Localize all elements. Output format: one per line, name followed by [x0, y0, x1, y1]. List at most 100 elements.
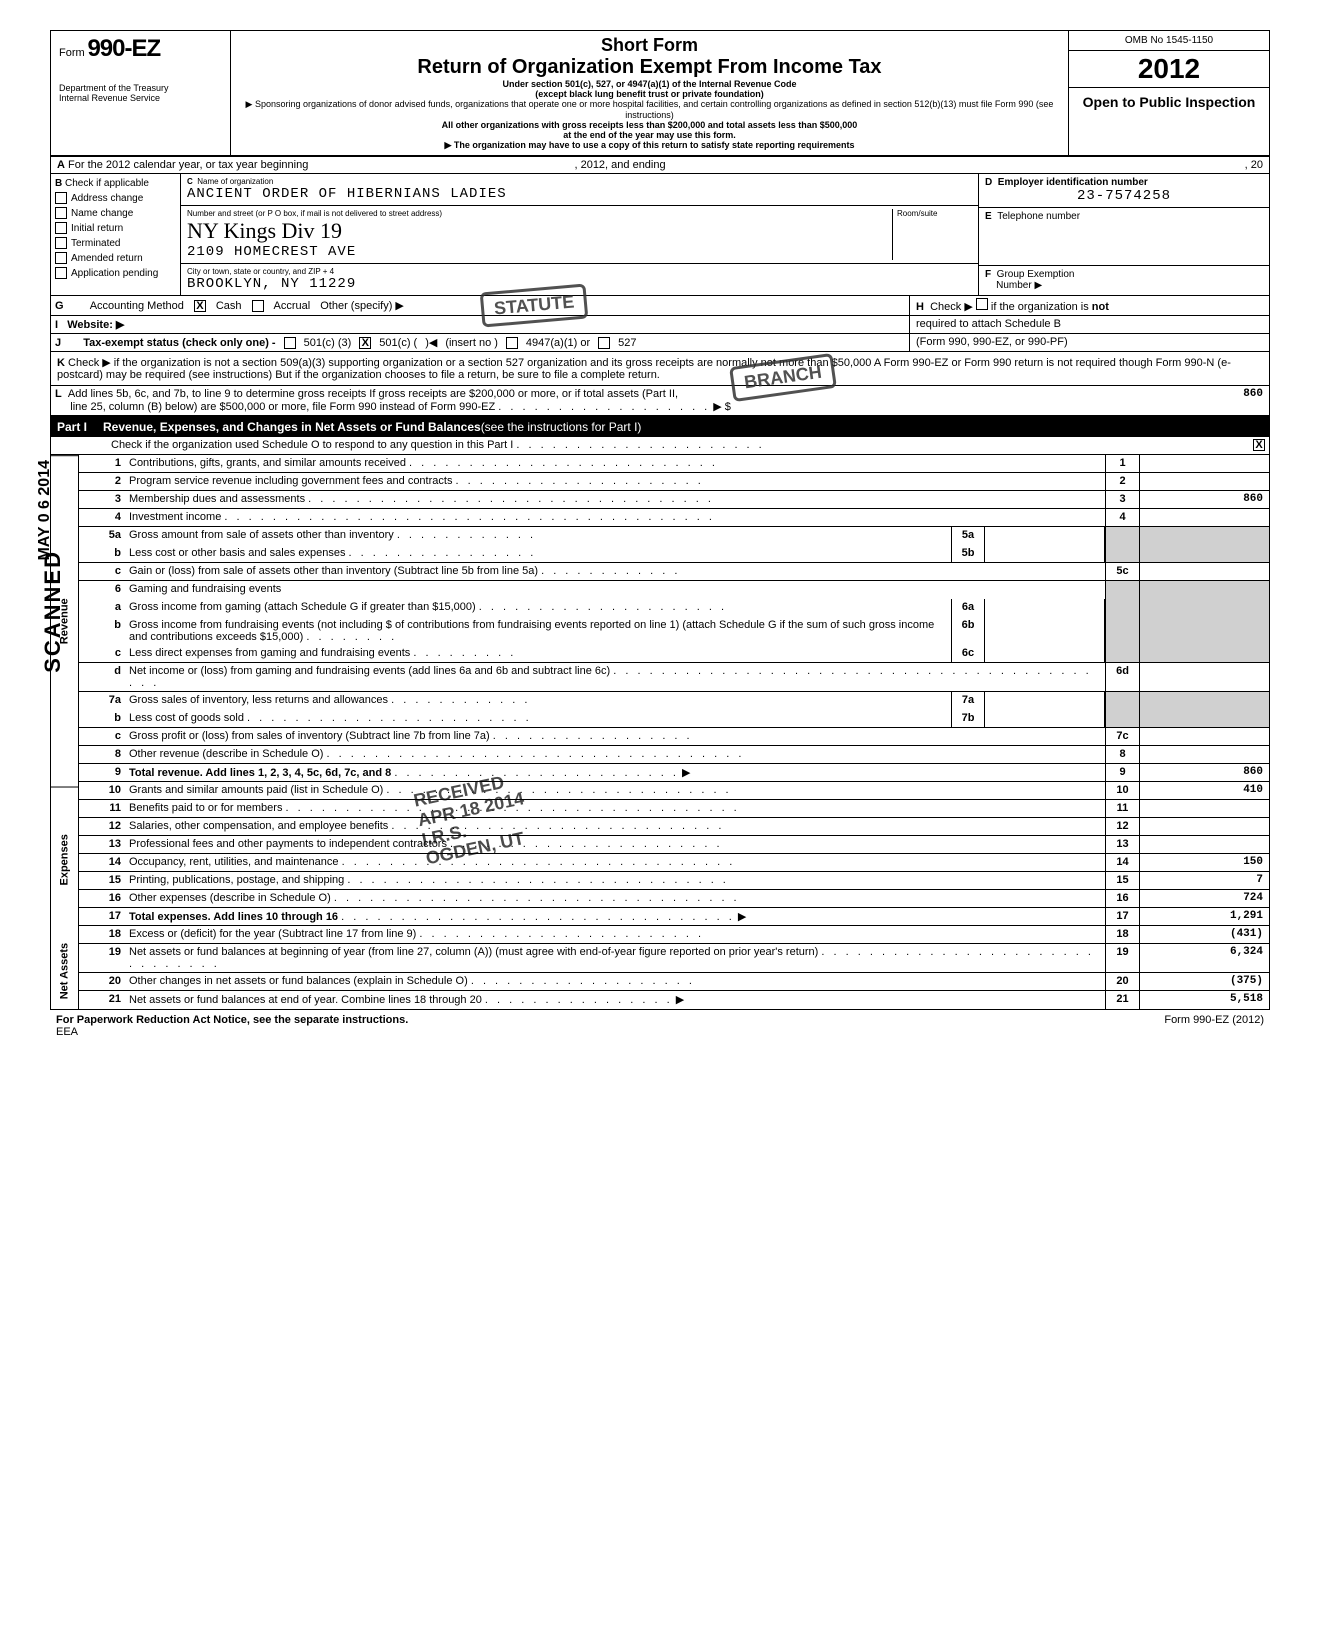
part-1-title: Revenue, Expenses, and Changes in Net As… [103, 420, 481, 434]
dept-treasury: Department of the Treasury [59, 63, 222, 93]
checkbox-accrual[interactable] [252, 300, 264, 312]
line-18-text: Excess or (deficit) for the year (Subtra… [129, 928, 416, 940]
line-5c-text: Gain or (loss) from sale of assets other… [129, 565, 538, 577]
title-return: Return of Organization Exempt From Incom… [239, 56, 1060, 79]
line-8-text: Other revenue (describe in Schedule O) [129, 748, 323, 760]
checkbox-4947[interactable] [506, 337, 518, 349]
line-14-val: 150 [1139, 854, 1269, 871]
line-6d-val [1139, 663, 1269, 691]
line-5c-val [1139, 563, 1269, 580]
row-l-text2: line 25, column (B) below) are $500,000 … [70, 401, 495, 413]
line-12-val [1139, 818, 1269, 835]
line-7c-text: Gross profit or (loss) from sales of inv… [129, 730, 490, 742]
line-7c-val [1139, 728, 1269, 745]
subtitle-6: The organization may have to use a copy … [454, 140, 855, 150]
line-10-text: Grants and similar amounts paid (list in… [129, 784, 383, 796]
line-2-val [1139, 473, 1269, 490]
checkbox-501c3[interactable] [284, 337, 296, 349]
row-a-text-c: , 20 [1245, 159, 1263, 171]
checkbox-501c[interactable] [359, 337, 371, 349]
line-15-text: Printing, publications, postage, and shi… [129, 874, 344, 886]
line-11-val [1139, 800, 1269, 817]
line-3-val: 860 [1139, 491, 1269, 508]
h-text-3: (Form 990, 990-EZ, or 990-PF) [909, 334, 1269, 351]
checkbox-name-change[interactable] [55, 207, 67, 219]
row-a-text-b: , 2012, and ending [574, 159, 665, 171]
ein: 23-7574258 [985, 188, 1263, 204]
row-gh: G Accounting Method Cash Accrual Other (… [51, 296, 1269, 316]
line-6-text: Gaming and fundraising events [125, 581, 1105, 599]
checkbox-initial-return[interactable] [55, 222, 67, 234]
checkbox-terminated[interactable] [55, 237, 67, 249]
checkbox-pending[interactable] [55, 267, 67, 279]
group-exempt-label: Group Exemption [997, 269, 1075, 280]
omb-number: OMB No 1545-1150 [1069, 31, 1269, 51]
line-20-val: (375) [1139, 973, 1269, 990]
part-1-sub: (see the instructions for Part I) [481, 420, 642, 434]
part-1-label: Part I [57, 420, 87, 434]
checkbox-h[interactable] [976, 298, 988, 310]
subtitle-3: Sponsoring organizations of donor advise… [255, 99, 1053, 120]
checkbox-527[interactable] [598, 337, 610, 349]
label-4947: 4947(a)(1) or [526, 337, 590, 349]
line-15-val: 7 [1139, 872, 1269, 889]
line-14-text: Occupancy, rent, utilities, and maintena… [129, 856, 339, 868]
street-address: 2109 HOMECREST AVE [187, 244, 892, 260]
line-17-val: 1,291 [1139, 908, 1269, 925]
label-address-change: Address change [71, 193, 143, 204]
check-applicable-label: Check if applicable [65, 178, 149, 189]
label-pending: Application pending [71, 268, 158, 279]
label-terminated: Terminated [71, 238, 120, 249]
footer: For Paperwork Reduction Act Notice, see … [50, 1010, 1270, 1042]
row-k: K Check ▶ if the organization is not a s… [51, 352, 1269, 386]
h-text-2: required to attach Schedule B [909, 316, 1269, 333]
h-text: if the organization is not [991, 301, 1109, 313]
label-amended: Amended return [71, 253, 143, 264]
row-l-text1: Add lines 5b, 6c, and 7b, to line 9 to d… [68, 388, 678, 400]
row-i: I Website: ▶ required to attach Schedule… [51, 316, 1269, 334]
room-label: Room/suite [897, 209, 972, 218]
label-initial-return: Initial return [71, 223, 123, 234]
subtitle-1: Under section 501(c), 527, or 4947(a)(1)… [239, 79, 1060, 89]
org-name-label: Name of organization [197, 177, 273, 186]
line-1-text: Contributions, gifts, grants, and simila… [129, 457, 406, 469]
line-4-text: Investment income [129, 511, 221, 523]
city-label: City or town, state or country, and ZIP … [187, 267, 972, 276]
line-9-text: Total revenue. Add lines 1, 2, 3, 4, 5c,… [129, 767, 391, 779]
line-9-val: 860 [1139, 764, 1269, 781]
line-6d-text: Net income or (loss) from gaming and fun… [129, 665, 610, 677]
part-1-check: Check if the organization used Schedule … [51, 437, 1269, 455]
tax-year: 2012 [1069, 51, 1269, 88]
label-name-change: Name change [71, 208, 133, 219]
label-other: Other (specify) ▶ [320, 299, 404, 312]
group-number-label: Number ▶ [996, 280, 1042, 291]
subtitle-5: at the end of the year may use this form… [239, 130, 1060, 140]
phone-label: Telephone number [997, 211, 1080, 222]
line-5a-text: Gross amount from sale of assets other t… [129, 529, 394, 541]
line-8-val [1139, 746, 1269, 763]
row-a-text-a: For the 2012 calendar year, or tax year … [68, 159, 308, 171]
accounting-label: Accounting Method [90, 300, 184, 312]
line-1-val [1139, 455, 1269, 472]
line-4-val [1139, 509, 1269, 526]
line-11-text: Benefits paid to or for members [129, 802, 282, 814]
row-l-amount: 860 [1139, 386, 1269, 415]
checkbox-cash[interactable] [194, 300, 206, 312]
line-6a-text: Gross income from gaming (attach Schedul… [129, 601, 476, 613]
title-short-form: Short Form [239, 35, 1060, 56]
line-6b-text: Gross income from fundraising events (no… [129, 619, 934, 643]
checkbox-amended[interactable] [55, 252, 67, 264]
label-accrual: Accrual [274, 300, 311, 312]
part-1-header: Part I Revenue, Expenses, and Changes in… [51, 417, 1269, 437]
line-18-val: (431) [1139, 926, 1269, 943]
line-19-text: Net assets or fund balances at beginning… [129, 946, 818, 958]
line-17-text: Total expenses. Add lines 10 through 16 [129, 911, 338, 923]
street-label: Number and street (or P O box, if mail i… [187, 209, 892, 218]
side-net-assets: Net Assets [51, 932, 78, 1009]
line-7a-text: Gross sales of inventory, less returns a… [129, 694, 388, 706]
line-19-val: 6,324 [1139, 944, 1269, 972]
label-527: 527 [618, 337, 636, 349]
line-16-val: 724 [1139, 890, 1269, 907]
checkbox-address-change[interactable] [55, 192, 67, 204]
checkbox-schedule-o[interactable] [1253, 439, 1265, 451]
